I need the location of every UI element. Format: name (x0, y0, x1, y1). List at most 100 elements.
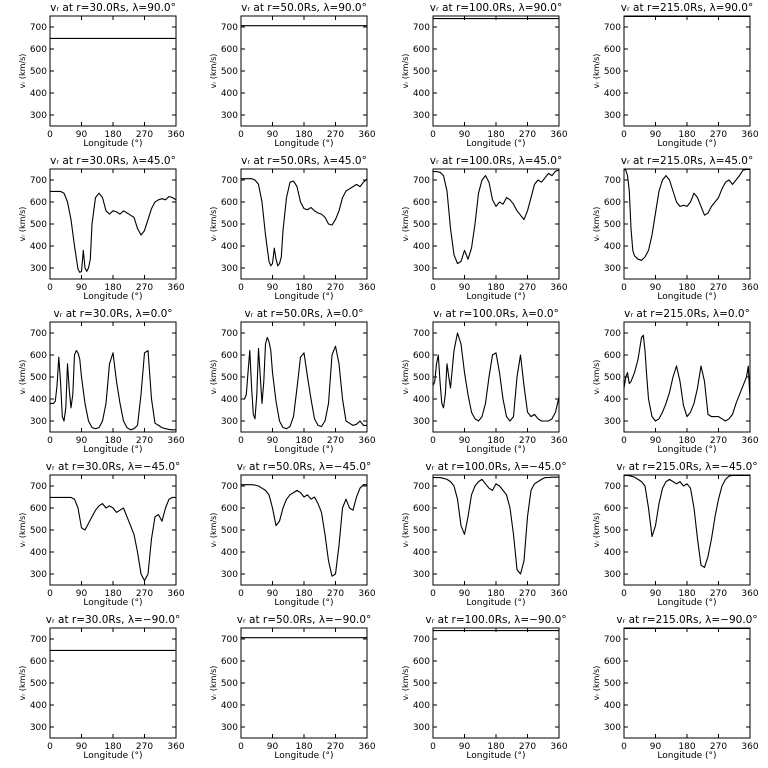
y-tick-label: 400 (221, 89, 238, 99)
y-tick-label: 600 (30, 504, 47, 514)
series-line (241, 178, 368, 267)
chart-title: vᵣ at r=50.0Rs, λ=−45.0° (237, 461, 372, 473)
x-tick-label: 0 (47, 283, 53, 293)
y-tick-label: 300 (221, 111, 238, 121)
y-tick-label: 700 (221, 176, 238, 186)
x-tick-label: 0 (621, 283, 627, 293)
x-axis-label: Longitude (°) (657, 751, 716, 761)
chart-panel-15: vᵣ at r=100.0Rs, λ=−45.0° 0 90 180 270 360 300… (401, 461, 568, 608)
chart-panel-12: vᵣ at r=215.0Rs, λ=0.0° 0 90 180 270 360 300 40… (592, 308, 759, 455)
y-tick-label: 300 (413, 111, 430, 121)
y-tick-label: 600 (413, 198, 430, 208)
x-tick-label: 90 (267, 742, 279, 752)
plot-frame (623, 474, 751, 586)
x-tick-label: 0 (430, 283, 436, 293)
y-tick-label: 500 (604, 67, 621, 77)
x-axis-label: Longitude (°) (83, 139, 142, 149)
y-tick-label: 400 (604, 89, 621, 99)
x-tick-label: 360 (550, 130, 567, 140)
x-axis-label: Longitude (°) (657, 598, 716, 608)
x-tick-label: 270 (327, 742, 344, 752)
series-line (241, 484, 367, 577)
x-tick-label: 270 (710, 283, 727, 293)
x-axis-label: Longitude (°) (466, 445, 525, 455)
y-tick-label: 600 (413, 657, 430, 667)
chart-panel-9: vᵣ at r=30.0Rs, λ=0.0° 0 90 180 270 360 300 400… (18, 308, 185, 455)
y-tick-label: 600 (221, 351, 238, 361)
x-tick-label: 360 (167, 283, 184, 293)
x-tick-label: 180 (678, 742, 695, 752)
y-axis-label: vᵣ (km/s) (401, 666, 410, 701)
plot-frame (623, 627, 751, 739)
x-tick-label: 180 (678, 283, 695, 293)
x-tick-label: 180 (295, 742, 312, 752)
plot-frame (240, 168, 368, 280)
y-tick-label: 700 (221, 23, 238, 33)
x-tick-label: 180 (295, 283, 312, 293)
y-tick-label: 400 (30, 395, 47, 405)
x-tick-label: 0 (238, 742, 244, 752)
x-tick-label: 90 (459, 283, 471, 293)
x-tick-label: 270 (519, 436, 536, 446)
x-tick-label: 270 (327, 589, 344, 599)
series-line (50, 190, 177, 273)
y-tick-label: 600 (30, 198, 47, 208)
y-tick-label: 500 (413, 526, 430, 536)
y-tick-label: 600 (221, 198, 238, 208)
x-tick-label: 90 (267, 589, 279, 599)
plot-frame (240, 474, 368, 586)
x-tick-label: 0 (430, 130, 436, 140)
x-axis-label: Longitude (°) (466, 292, 525, 302)
y-axis-label: vᵣ (km/s) (401, 513, 410, 548)
x-tick-label: 270 (710, 742, 727, 752)
x-tick-label: 180 (487, 589, 504, 599)
x-tick-label: 270 (136, 283, 153, 293)
y-axis-label: vᵣ (km/s) (209, 54, 218, 89)
y-tick-label: 500 (604, 679, 621, 689)
y-tick-label: 300 (413, 723, 430, 733)
chart-title: vᵣ at r=30.0Rs, λ=0.0° (53, 308, 172, 320)
plot-frame (240, 627, 368, 739)
y-tick-label: 400 (604, 548, 621, 558)
chart-panel-11: vᵣ at r=100.0Rs, λ=0.0° 0 90 180 270 360 300 40… (401, 308, 568, 455)
x-tick-label: 90 (650, 436, 662, 446)
y-axis-label: vᵣ (km/s) (18, 666, 27, 701)
chart-panel-3: vᵣ at r=100.0Rs, λ=90.0° 0 90 180 270 360 300 4… (401, 2, 568, 149)
y-tick-label: 600 (413, 504, 430, 514)
x-tick-label: 180 (104, 436, 121, 446)
y-tick-label: 300 (30, 570, 47, 580)
y-tick-label: 500 (30, 373, 47, 383)
x-axis-label: Longitude (°) (657, 445, 716, 455)
x-tick-label: 0 (47, 130, 53, 140)
series-line (50, 350, 176, 431)
x-tick-label: 360 (358, 589, 375, 599)
series-line (50, 496, 176, 582)
plot-frame (432, 627, 560, 739)
x-tick-label: 270 (327, 436, 344, 446)
x-tick-label: 0 (47, 589, 53, 599)
x-tick-label: 180 (487, 436, 504, 446)
plot-frame (49, 15, 177, 127)
y-tick-label: 400 (221, 395, 238, 405)
y-tick-label: 300 (221, 570, 238, 580)
series-line (241, 336, 367, 430)
x-tick-label: 270 (710, 436, 727, 446)
y-tick-label: 700 (30, 635, 47, 645)
y-tick-label: 700 (604, 635, 621, 645)
y-tick-label: 400 (413, 242, 430, 252)
chart-panel-18: vᵣ at r=50.0Rs, λ=−90.0° 0 90 180 270 360 300 4… (209, 614, 376, 761)
chart-panel-8: vᵣ at r=215.0Rs, λ=45.0° 0 90 180 270 360 300 4… (592, 155, 759, 302)
x-axis-label: Longitude (°) (83, 292, 142, 302)
y-tick-label: 700 (604, 329, 621, 339)
y-tick-label: 700 (221, 482, 238, 492)
y-tick-label: 700 (30, 176, 47, 186)
x-tick-label: 270 (136, 742, 153, 752)
x-tick-label: 180 (678, 130, 695, 140)
plot-frame (49, 474, 177, 586)
chart-panel-17: vᵣ at r=30.0Rs, λ=−90.0° 0 90 180 270 360 300 4… (18, 614, 185, 761)
y-tick-label: 400 (604, 701, 621, 711)
x-tick-label: 270 (519, 589, 536, 599)
x-tick-label: 90 (459, 130, 471, 140)
x-tick-label: 270 (136, 436, 153, 446)
